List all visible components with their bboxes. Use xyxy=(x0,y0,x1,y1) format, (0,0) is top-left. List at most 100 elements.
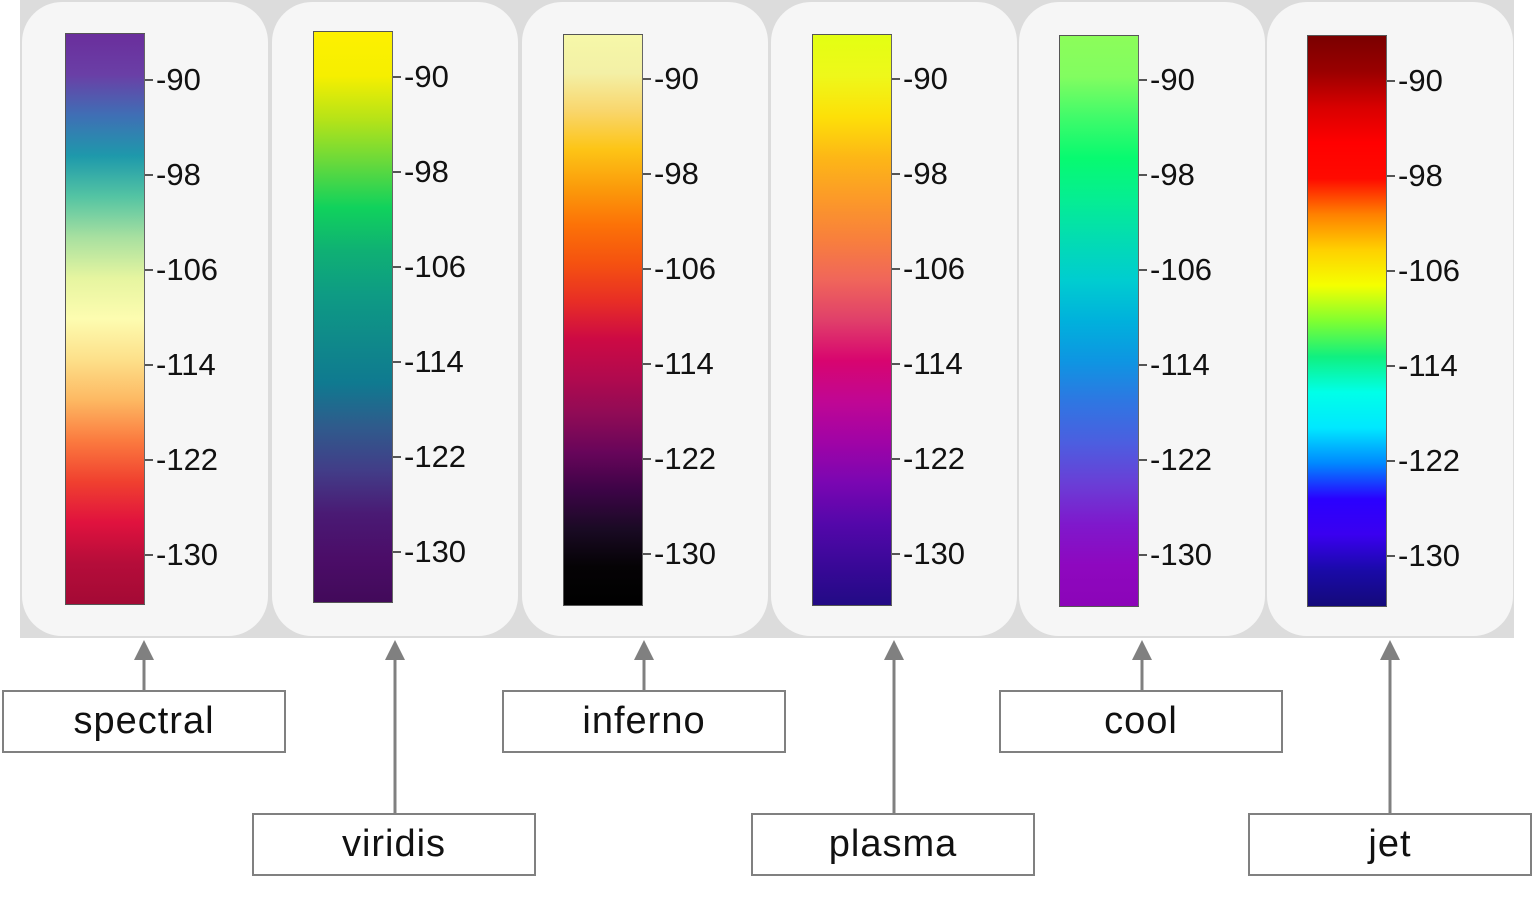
tick-label: -90 xyxy=(903,61,948,96)
label-viridis: viridis xyxy=(252,813,536,876)
tick-mark xyxy=(1387,555,1395,557)
label-inferno: inferno xyxy=(502,690,786,753)
tick-mark xyxy=(1387,80,1395,82)
tick-mark xyxy=(1387,365,1395,367)
tick-label: -98 xyxy=(156,157,201,192)
tick-label: -130 xyxy=(404,534,467,569)
tick-label: -106 xyxy=(654,251,717,286)
tick-label: -122 xyxy=(404,439,467,474)
arrow-inferno xyxy=(634,640,654,690)
tick-label: -106 xyxy=(1150,252,1213,287)
label-spectral: spectral xyxy=(2,690,286,753)
label-plasma: plasma xyxy=(751,813,1035,876)
colorbar-axis xyxy=(1386,36,1387,606)
tick-mark xyxy=(892,363,900,365)
arrow-cool xyxy=(1132,640,1152,690)
tick-mark xyxy=(643,553,651,555)
tick-label: -106 xyxy=(903,251,966,286)
colorbar-inferno xyxy=(563,34,643,606)
tick-mark xyxy=(1387,175,1395,177)
colorbar-axis xyxy=(642,35,643,605)
arrow-jet xyxy=(1380,640,1400,813)
tick-mark xyxy=(643,363,651,365)
tick-mark xyxy=(393,456,401,458)
tick-mark xyxy=(1387,270,1395,272)
tick-label: -114 xyxy=(903,346,963,381)
tick-label: -130 xyxy=(1398,538,1461,573)
tick-label: -106 xyxy=(1398,253,1461,288)
tick-mark xyxy=(1139,269,1147,271)
tick-label: -122 xyxy=(654,441,717,476)
colorbar-axis xyxy=(1138,36,1139,606)
tick-mark xyxy=(393,76,401,78)
tick-label: -114 xyxy=(654,346,714,381)
tick-label: -90 xyxy=(1398,63,1443,98)
tick-mark xyxy=(145,554,153,556)
tick-label: -90 xyxy=(1150,62,1195,97)
colormap-panel-spectral: -90 -98 -106 -114 -122 -130 xyxy=(22,2,268,636)
colorbar-axis xyxy=(392,32,393,602)
tick-mark xyxy=(1139,79,1147,81)
tick-mark xyxy=(1139,364,1147,366)
tick-mark xyxy=(1139,554,1147,556)
colorbar-jet xyxy=(1307,35,1387,607)
tick-mark xyxy=(145,364,153,366)
tick-label: -122 xyxy=(1150,442,1213,477)
tick-label: -90 xyxy=(404,59,449,94)
arrow-viridis xyxy=(385,640,405,813)
tick-mark xyxy=(393,551,401,553)
tick-mark xyxy=(1387,460,1395,462)
tick-label: -130 xyxy=(903,536,966,571)
tick-label: -98 xyxy=(654,156,699,191)
tick-mark xyxy=(1139,459,1147,461)
colormap-strip: -90 -98 -106 -114 -122 -130 -90 -98 -106 -114 -12… xyxy=(20,0,1514,638)
arrow-spectral xyxy=(134,640,154,690)
tick-mark xyxy=(892,553,900,555)
tick-mark xyxy=(643,78,651,80)
tick-label: -122 xyxy=(1398,443,1461,478)
tick-label: -106 xyxy=(404,249,467,284)
tick-mark xyxy=(145,174,153,176)
colormap-panel-jet: -90 -98 -106 -114 -122 -130 xyxy=(1267,2,1513,636)
tick-label: -114 xyxy=(1398,348,1458,383)
tick-mark xyxy=(643,173,651,175)
tick-mark xyxy=(145,459,153,461)
colorbar-cool xyxy=(1059,35,1139,607)
label-cool: cool xyxy=(999,690,1283,753)
tick-label: -106 xyxy=(156,252,219,287)
colorbar-plasma xyxy=(812,34,892,606)
colormap-panel-cool: -90 -98 -106 -114 -122 -130 xyxy=(1019,2,1265,636)
tick-mark xyxy=(393,361,401,363)
tick-label: -90 xyxy=(156,62,201,97)
tick-label: -114 xyxy=(404,344,464,379)
colormap-panel-viridis: -90 -98 -106 -114 -122 -130 xyxy=(272,2,518,636)
tick-mark xyxy=(145,269,153,271)
tick-mark xyxy=(892,458,900,460)
tick-label: -114 xyxy=(1150,347,1210,382)
tick-mark xyxy=(643,268,651,270)
tick-label: -122 xyxy=(156,442,219,477)
tick-mark xyxy=(643,458,651,460)
tick-mark xyxy=(145,79,153,81)
tick-label: -130 xyxy=(654,536,717,571)
tick-mark xyxy=(892,78,900,80)
tick-label: -90 xyxy=(654,61,699,96)
label-jet: jet xyxy=(1248,813,1532,876)
tick-label: -98 xyxy=(1150,157,1195,192)
tick-mark xyxy=(892,173,900,175)
colorbar-spectral xyxy=(65,33,145,605)
tick-label: -122 xyxy=(903,441,966,476)
tick-mark xyxy=(892,268,900,270)
tick-label: -98 xyxy=(404,154,449,189)
tick-label: -98 xyxy=(903,156,948,191)
tick-mark xyxy=(393,171,401,173)
tick-mark xyxy=(393,266,401,268)
colorbar-viridis xyxy=(313,31,393,603)
tick-label: -114 xyxy=(156,347,216,382)
colormap-panel-plasma: -90 -98 -106 -114 -122 -130 xyxy=(771,2,1017,636)
tick-label: -130 xyxy=(156,537,219,572)
tick-label: -98 xyxy=(1398,158,1443,193)
tick-mark xyxy=(1139,174,1147,176)
colormap-panel-inferno: -90 -98 -106 -114 -122 -130 xyxy=(522,2,768,636)
